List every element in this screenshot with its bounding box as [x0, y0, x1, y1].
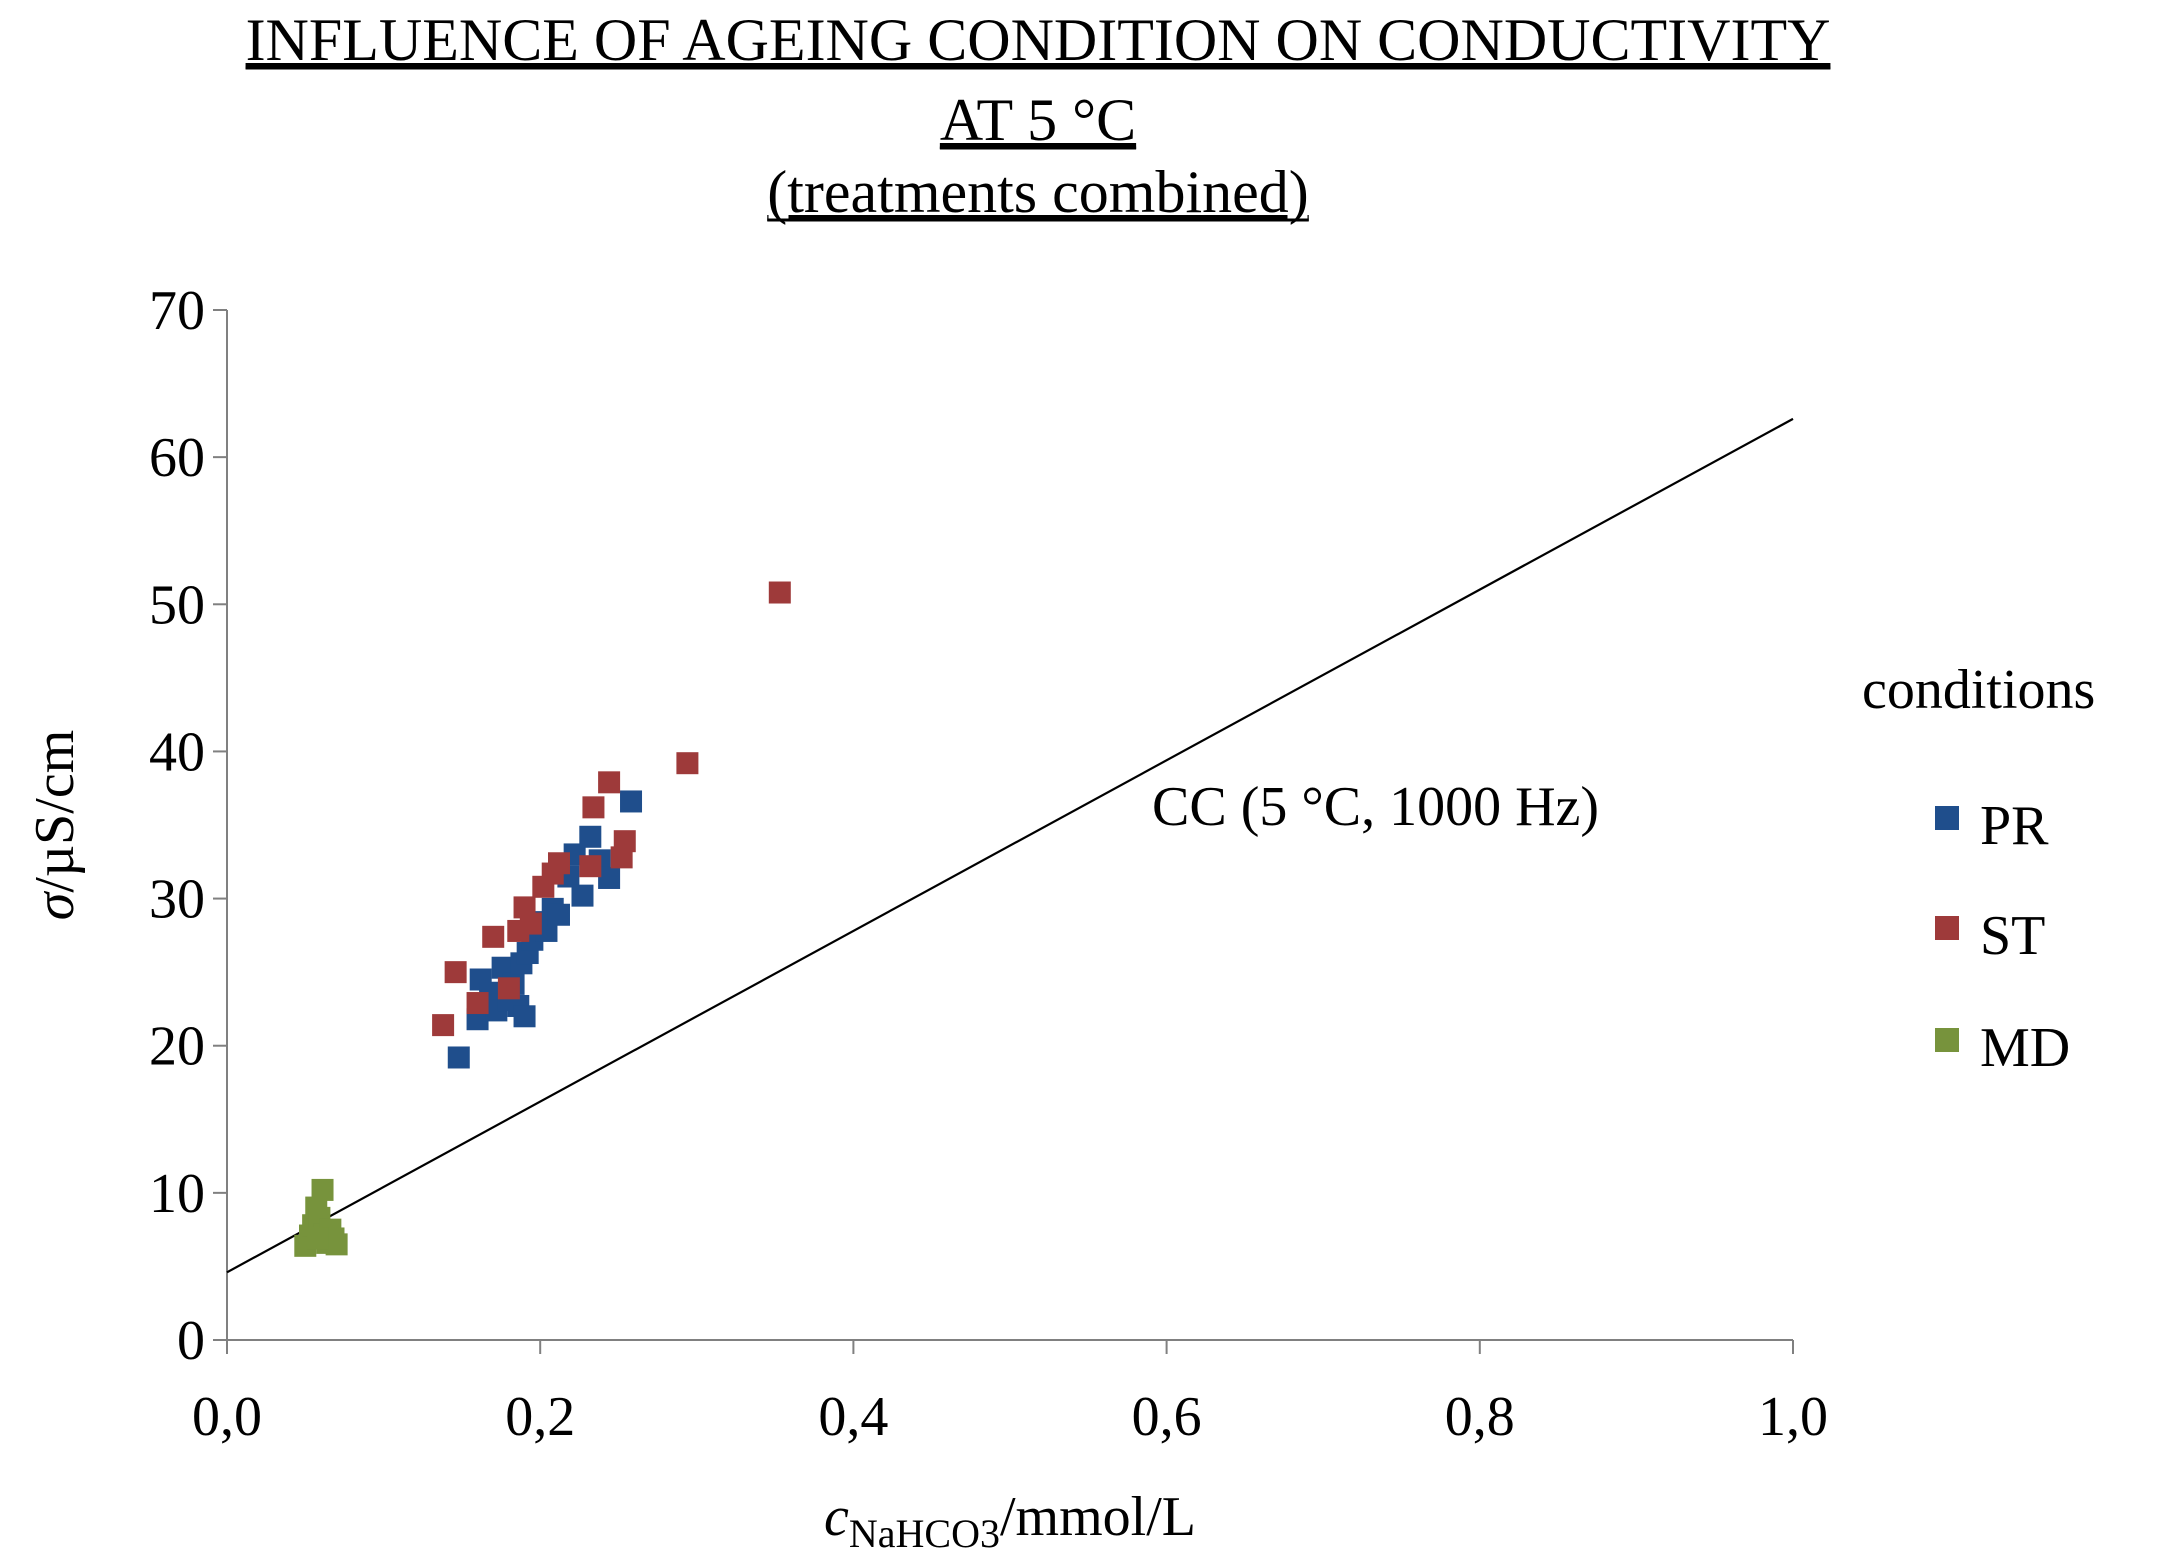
data-points	[294, 581, 791, 1257]
data-point-pr	[513, 1005, 536, 1028]
y-tick-label: 20	[149, 1016, 205, 1078]
chart-title: INFLUENCE OF AGEING CONDITION ON CONDUCT…	[245, 7, 1831, 225]
axes	[226, 310, 1793, 1341]
x-axis-label: cNaHCO3/mmol/L	[824, 1486, 1196, 1556]
data-point-pr	[571, 884, 594, 907]
data-point-md	[306, 1227, 329, 1250]
data-point-st	[676, 752, 699, 775]
y-tick-label: 60	[149, 427, 205, 489]
x-tick-label: 0,8	[1445, 1386, 1515, 1448]
data-point-pr	[547, 903, 570, 926]
data-point-st	[519, 912, 542, 935]
legend-title: conditions	[1862, 659, 2095, 721]
legend: conditions PR ST MD	[1862, 659, 2095, 1079]
legend-label-pr: PR	[1980, 795, 2049, 857]
data-point-pr	[620, 790, 643, 813]
axis-labels: cNaHCO3/mmol/L σ/µS/cm	[24, 730, 1196, 1556]
x-tick-label: 0,6	[1132, 1386, 1202, 1448]
data-point-md	[325, 1233, 348, 1256]
data-point-st	[582, 796, 605, 819]
legend-swatch-pr	[1935, 806, 1959, 830]
data-point-pr	[598, 866, 621, 889]
reference-line-cc	[226, 417, 1794, 1274]
y-tick-label: 70	[149, 280, 205, 342]
y-tick-label: 10	[149, 1163, 205, 1225]
data-point-st	[497, 977, 520, 1000]
x-tick-label: 1,0	[1758, 1386, 1828, 1448]
reference-line-label: CC (5 °C, 1000 Hz)	[1152, 776, 1599, 838]
legend-label-md: MD	[1980, 1017, 2070, 1079]
legend-swatch-st	[1935, 916, 1959, 940]
chart-title-line: AT 5 °C	[940, 87, 1136, 153]
data-point-st	[444, 961, 467, 984]
chart-title-line: (treatments combined)	[767, 159, 1308, 225]
legend-swatch-md	[1935, 1028, 1959, 1052]
x-tick-label: 0,4	[818, 1386, 888, 1448]
data-point-st	[432, 1014, 455, 1037]
y-tick-label: 50	[149, 574, 205, 636]
data-point-st	[598, 771, 621, 794]
y-tick-label: 0	[177, 1310, 205, 1372]
y-tick-label: 40	[149, 721, 205, 783]
data-point-st	[613, 830, 636, 853]
reference-line: CC (5 °C, 1000 Hz)	[226, 417, 1794, 1274]
legend-label-st: ST	[1980, 905, 2045, 967]
chart-title-line: INFLUENCE OF AGEING CONDITION ON CONDUCT…	[246, 7, 1831, 73]
data-point-pr	[579, 825, 602, 848]
data-point-pr	[447, 1046, 470, 1069]
y-tick-label: 30	[149, 869, 205, 931]
x-tick-label: 0,0	[192, 1386, 262, 1448]
data-point-st	[482, 925, 505, 948]
data-point-st	[547, 852, 570, 875]
y-axis-label: σ/µS/cm	[24, 730, 86, 921]
data-point-st	[579, 855, 602, 878]
data-point-st	[768, 581, 791, 604]
tick-labels: 0 10 20 30 40 50 60 70 0,0 0,2 0,4 0,6 0,8 1,0	[149, 280, 1828, 1448]
x-tick-label: 0,2	[505, 1386, 575, 1448]
data-point-md	[311, 1178, 334, 1201]
data-point-st	[466, 992, 489, 1015]
